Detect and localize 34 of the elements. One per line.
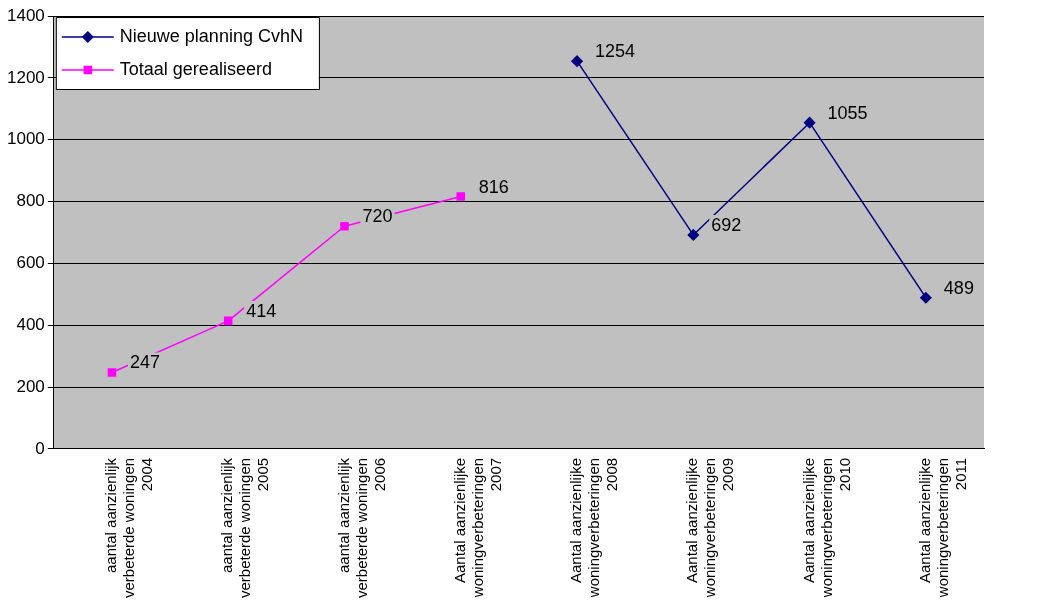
x-tick-label: Aantal aanzienlijke woningverbeteringen 2011 <box>916 457 969 599</box>
data-label: 247 <box>129 352 160 373</box>
y-tick-label: 1200 <box>6 67 45 87</box>
y-tick-label: 800 <box>16 191 45 211</box>
y-tick-label: 1400 <box>6 5 45 25</box>
point <box>107 368 117 377</box>
data-label: 816 <box>478 176 509 197</box>
data-label: 720 <box>362 206 393 227</box>
y-tick-label: 600 <box>16 253 45 273</box>
data-label: 692 <box>711 214 742 235</box>
point <box>456 192 466 201</box>
y-tick-label: 200 <box>16 376 45 396</box>
x-tick-label: aantal aanzienlijk verbeterde woningen 2005 <box>218 457 272 599</box>
point <box>687 229 700 241</box>
data-label: 1254 <box>595 41 636 62</box>
point <box>920 291 932 304</box>
legend-label: Nieuwe planning CvhN <box>119 25 303 46</box>
data-label: 489 <box>943 277 974 298</box>
x-tick-label: Aantal aanzienlijke woningverbeteringen 2008 <box>567 457 621 599</box>
y-tick-label: 1000 <box>6 129 45 149</box>
x-tick-label: Aantal aanzienlijke woningverbeteringen 2009 <box>683 457 737 599</box>
x-tick-label: Aantal aanzienlijke woningverbeteringen 2007 <box>450 457 504 599</box>
point <box>223 316 233 326</box>
point <box>571 55 583 67</box>
point <box>340 221 349 231</box>
x-tick-label: Aantal aanzienlijke woningverbeteringen 2010 <box>799 457 853 599</box>
y-tick-label: 0 <box>35 438 45 458</box>
data-label: 414 <box>246 300 277 321</box>
x-tick-label: aantal aanzienlijk verbeterde woningen 2004 <box>102 457 156 599</box>
point <box>803 116 816 129</box>
x-tick-label: aantal aanzienlijk verbeterde woningen 2006 <box>334 457 388 599</box>
data-label: 1055 <box>827 102 868 123</box>
y-tick-label: 400 <box>16 314 45 334</box>
legend-label: Totaal gerealiseerd <box>119 58 272 79</box>
